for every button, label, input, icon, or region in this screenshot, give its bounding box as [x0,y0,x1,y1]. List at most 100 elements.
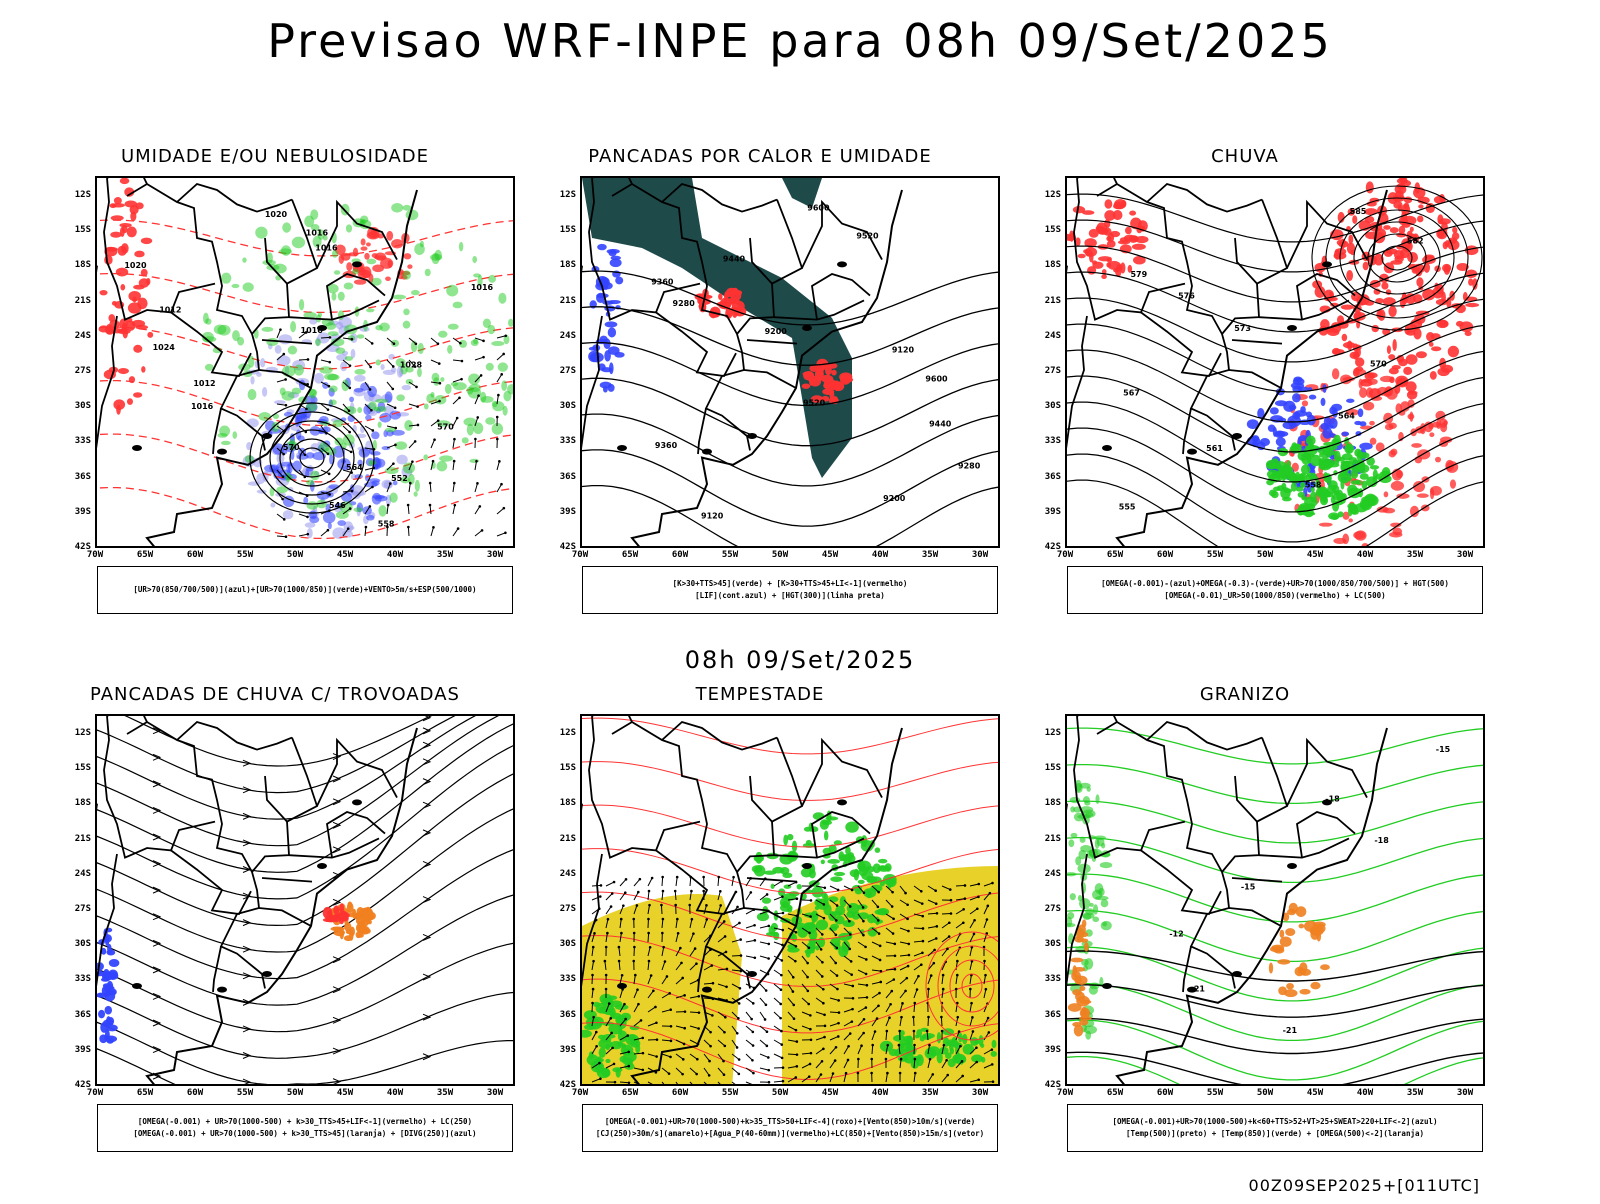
longitude-label: 60W [1150,1088,1180,1098]
wind-vector-head [477,394,480,397]
state-border [1229,908,1281,926]
contour-label: 9280 [958,462,981,471]
green-wind850-area [832,911,842,916]
wind-vector-head [695,1073,698,1076]
orange-omega-area [1310,982,1320,989]
latitude-label: 15S [1025,225,1061,235]
wind-vector-head [920,963,923,966]
wind-vector-head [599,895,602,898]
red-rain-area [1390,449,1397,456]
wind-vector-head [964,897,967,900]
wind-vector-head [892,932,895,935]
blue-divergence-area [105,1006,112,1015]
red-rain-area [1383,225,1391,230]
green-wind850-area [991,1051,997,1057]
green-temp850-contour [1093,904,1098,914]
wind-vector-head [862,920,865,923]
red-instability-area [802,383,811,388]
blue-humidity-area [369,478,381,483]
green-humidity-contour [232,330,240,341]
green-humidity-contour [437,461,448,472]
contour-label: 9120 [892,345,915,354]
wind-vector-head [650,974,653,977]
contour-label: 555 [1119,502,1136,511]
wind-vector [387,505,388,514]
wind-vector-head [725,986,728,989]
wind-vector-head [948,921,951,924]
wind-vector-head [877,1004,880,1007]
wind-vector [497,354,504,360]
wind-vector-head [753,924,756,927]
longitude-label: 40W [1350,1088,1380,1098]
wind-vector-head [592,1016,595,1019]
wind-vector [453,505,455,514]
red-rain-area [1383,413,1393,424]
wind-vector [430,483,431,492]
wind-vector [690,1012,699,1013]
legend-line: [OMEGA(-0.001)+UR>70(1000-500)+k<60+TTS>… [1112,1116,1437,1128]
red-instability-area [823,383,830,389]
latitude-label: 36S [55,472,91,482]
wind-vector-head [898,1030,901,1033]
green-wind850-area [816,920,828,931]
longitude-label: 50W [1250,1088,1280,1098]
wind-vector-head [640,1019,643,1022]
wind-vector-head [794,1076,797,1079]
wind-vector-head [913,1044,916,1047]
blue-humidity-area [297,454,309,460]
east-coastline [147,728,417,1086]
longitude-label: 30W [965,550,995,560]
longitude-label: 40W [865,550,895,560]
longitude-label: 30W [1450,550,1480,560]
wind-vector-head [636,904,639,907]
wind-vector-head [627,1034,630,1037]
wind-vector-head [809,1028,812,1031]
green-omega-area [1307,473,1317,478]
green-humidity-contour [327,374,339,380]
wind-vector-head [948,935,951,938]
contour-label: -15 [1436,745,1451,754]
wind-vector-head [655,1021,658,1024]
wind-vector-head [624,1018,627,1021]
wind-vector-head [676,876,679,879]
blue-divergence-area [107,1024,118,1031]
wind-vector-head [779,1003,782,1006]
wind-vector-head [885,1058,888,1061]
wind-vector-head [864,946,867,949]
wind-vector-head [891,891,894,894]
green-humidity-contour [282,222,291,232]
wind-vector-head [662,890,665,893]
streamline-250 [97,716,515,846]
latitude-label: 18S [1025,798,1061,808]
wind-vector-head [641,1085,644,1086]
contour-label: 1012 [193,379,215,388]
latitude-label: 27S [1025,904,1061,914]
wind-vector [760,942,769,944]
wind-vector-head [482,356,485,359]
wind-vector-head [411,460,414,463]
wind-vector-head [307,533,310,536]
wind-vector-head [836,974,839,977]
wind-vector-head [372,429,375,432]
wind-vector-head [591,1002,594,1005]
wind-vector-head [496,416,499,419]
state-border [1097,722,1117,734]
wind-vector-head [480,374,483,377]
green-humidity-contour [501,380,507,391]
green-humidity-contour [376,359,381,365]
wind-vector-head [917,975,920,978]
latitude-label: 15S [1025,763,1061,773]
longitude-label: 55W [230,550,260,560]
red-rain-area [1129,211,1136,216]
wind-vector-head [879,945,882,948]
longitude-label: 55W [1200,550,1230,560]
wind-vector [299,514,308,517]
wind-vector-head [633,932,636,935]
wind-vector-head [845,1072,848,1075]
wind-vector-head [956,974,959,977]
wind-vector-head [698,1011,701,1014]
wind-vector-head [795,945,798,948]
state-border [1229,370,1281,388]
green-humidity-contour [292,237,305,249]
